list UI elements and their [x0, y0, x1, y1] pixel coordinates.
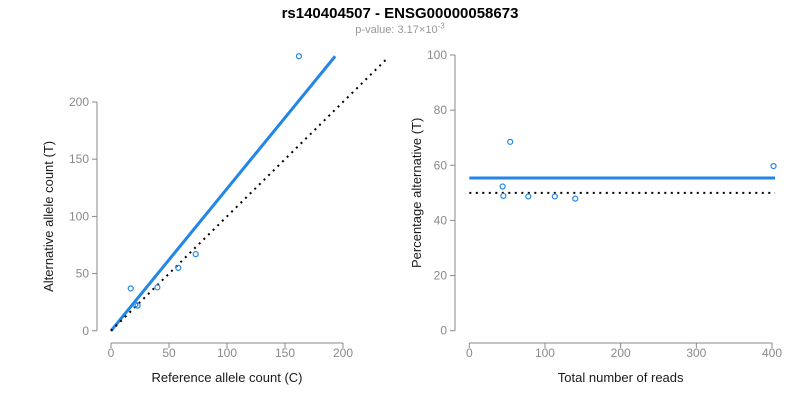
data-point	[127, 285, 134, 292]
data-point	[572, 195, 579, 202]
figure-subtitle: p-value: 3.17×10-3	[0, 21, 800, 36]
x-tick-label: 150	[275, 346, 295, 360]
x-tick-label: 0	[466, 346, 473, 360]
data-point	[295, 53, 303, 60]
data-point	[175, 264, 182, 271]
y-tick-label: 20	[434, 269, 448, 283]
y-tick-label: 40	[434, 213, 448, 227]
data-point	[770, 163, 777, 170]
x-tick-label: 300	[686, 346, 706, 360]
x-axis-title: Total number of reads	[558, 370, 684, 385]
pvalue-text: p-value: 3.17×10	[355, 24, 438, 36]
data-point	[154, 284, 161, 291]
x-tick-label: 400	[762, 346, 782, 360]
x-tick-label: 0	[108, 346, 115, 360]
panel-allele-counts: 0 50 100 150 200 0 50 100 150 200 Reference allele…	[41, 53, 387, 385]
data-point	[551, 193, 558, 200]
fitted-allelic-ratio-line	[109, 55, 337, 332]
y-tick-label: 200	[69, 95, 89, 109]
data-point	[507, 138, 514, 145]
y-tick-label: 0	[82, 324, 89, 338]
y-tick-label: 50	[76, 267, 90, 281]
data-point	[192, 251, 199, 258]
data-point	[500, 192, 507, 199]
y-tick-label: 150	[69, 152, 89, 166]
y-tick-label: 80	[434, 103, 448, 117]
pvalue-exponent: -3	[437, 21, 445, 31]
figure-title: rs140404507 - ENSG00000058673	[281, 5, 519, 22]
data-point	[525, 193, 532, 200]
x-axis-title: Reference allele count (C)	[151, 370, 302, 385]
x-tick-label: 50	[162, 346, 176, 360]
x-tick-label: 200	[333, 346, 353, 360]
y-tick-label: 100	[69, 209, 89, 223]
x-tick-label: 100	[535, 346, 555, 360]
y-tick-label: 0	[440, 324, 447, 338]
y-tick-label: 60	[434, 158, 448, 172]
y-axis-title: Percentage alternative (T)	[409, 118, 424, 268]
x-tick-label: 100	[217, 346, 237, 360]
x-tick-label: 200	[611, 346, 631, 360]
identity-line	[110, 58, 387, 332]
y-tick-label: 100	[427, 48, 447, 62]
data-point	[134, 302, 141, 309]
y-axis-title: Alternative allele count (T)	[41, 141, 56, 292]
data-point	[499, 183, 506, 190]
